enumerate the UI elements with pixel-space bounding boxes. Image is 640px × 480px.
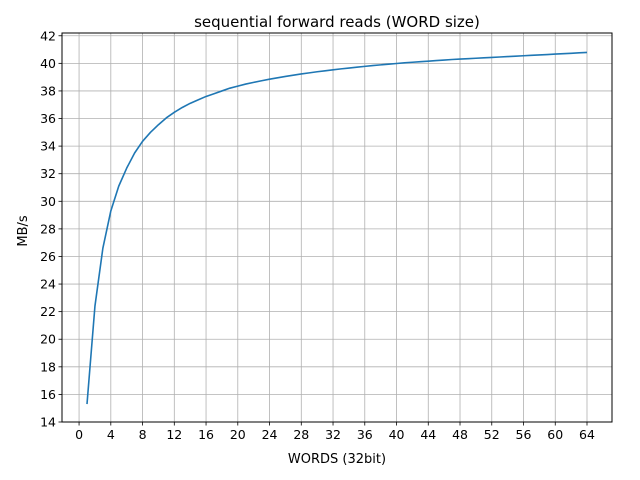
y-axis-ticks: 14 16 18 20 22 24 26 28 30 32 34 36 38 40 42 — [40, 28, 62, 430]
y-tick-label: 30 — [40, 194, 56, 209]
series-line — [86, 51, 588, 405]
plot-frame — [61, 32, 613, 423]
y-tick-label: 28 — [40, 221, 56, 236]
y-axis-label: MB/s — [16, 215, 31, 247]
x-tick-label: 12 — [166, 427, 182, 442]
x-tick-label: 16 — [198, 427, 214, 442]
x-tick-label: 24 — [262, 427, 278, 442]
x-tick-label: 0 — [75, 427, 83, 442]
x-tick-label: 60 — [547, 427, 563, 442]
x-tick-label: 20 — [230, 427, 246, 442]
y-tick-label: 24 — [40, 277, 56, 292]
x-tick-label: 56 — [516, 427, 532, 442]
chart-title: sequential forward reads (WORD size) — [194, 13, 480, 31]
x-axis-label: WORDS (32bit) — [288, 452, 386, 467]
y-tick-label: 36 — [40, 111, 56, 126]
series-lines — [86, 51, 588, 405]
y-tick-label: 22 — [40, 304, 56, 319]
x-tick-label: 52 — [484, 427, 500, 442]
x-tick-label: 32 — [325, 427, 341, 442]
x-tick-label: 40 — [389, 427, 405, 442]
x-tick-label: 36 — [357, 427, 373, 442]
x-tick-label: 4 — [107, 427, 115, 442]
x-tick-label: 48 — [452, 427, 468, 442]
y-tick-label: 38 — [40, 83, 56, 98]
x-tick-label: 28 — [293, 427, 309, 442]
y-tick-label: 18 — [40, 359, 56, 374]
y-tick-label: 34 — [40, 139, 56, 154]
y-tick-label: 42 — [40, 28, 56, 43]
x-tick-label: 44 — [420, 427, 436, 442]
x-tick-label: 8 — [139, 427, 147, 442]
x-axis-ticks: 0 4 8 12 16 20 24 28 32 36 40 44 48 52 56 60 64 — [75, 422, 595, 442]
grid-lines — [62, 33, 612, 423]
x-tick-label: 64 — [579, 427, 595, 442]
y-tick-label: 14 — [40, 415, 56, 430]
y-tick-label: 16 — [40, 387, 56, 402]
y-tick-label: 40 — [40, 56, 56, 71]
y-tick-label: 20 — [40, 332, 56, 347]
y-tick-label: 26 — [40, 249, 56, 264]
y-tick-label: 32 — [40, 166, 56, 181]
